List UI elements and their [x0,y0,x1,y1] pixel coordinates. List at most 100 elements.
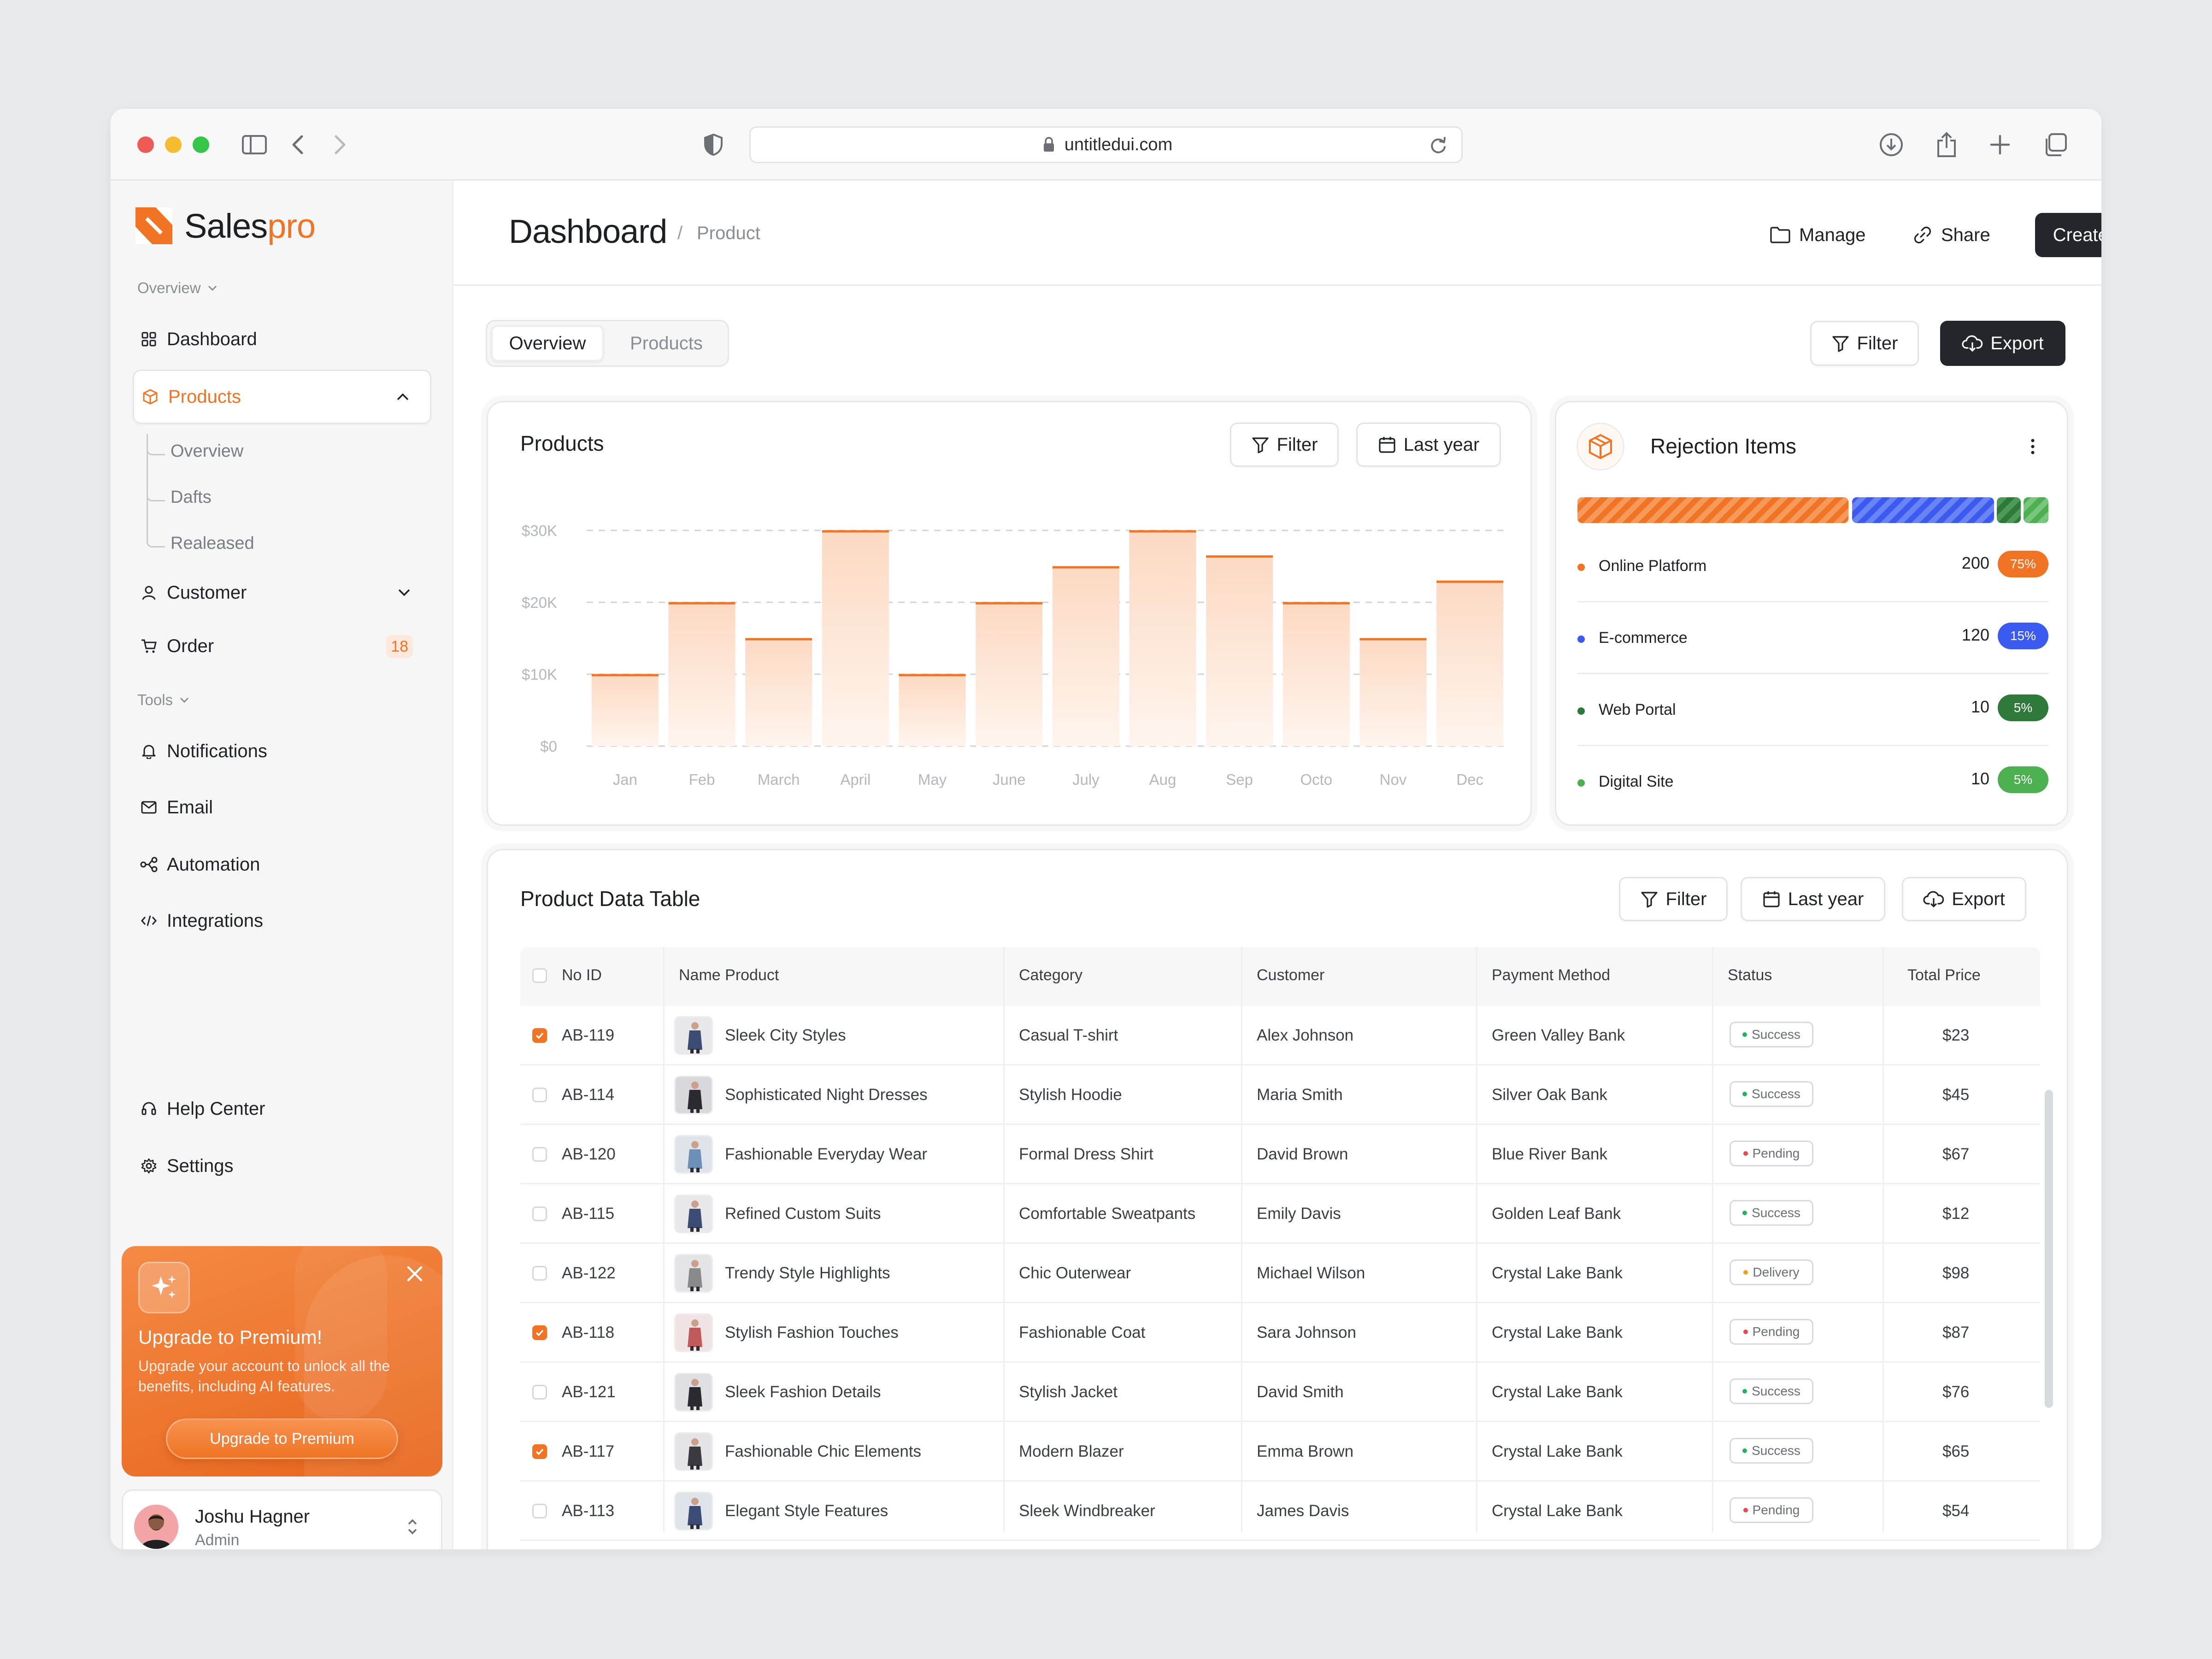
tab-products[interactable]: Products [630,333,703,353]
bar-feb[interactable] [668,602,735,746]
maximize-window-button[interactable] [193,136,209,153]
close-icon[interactable] [404,1263,426,1285]
user-profile-switcher[interactable]: Joshu Hagner Admin [122,1489,442,1549]
rejection-row-e-commerce: E-commerce 120 15% [1577,602,2048,674]
order-count-badge: 18 [386,635,413,658]
table-filter-button[interactable]: Filter [1619,877,1728,921]
column-header-payment[interactable]: Payment Method [1492,966,1611,984]
tools-section-toggle[interactable]: Tools [137,691,189,709]
status-badge: Success [1730,1200,1813,1226]
table-export-button[interactable]: Export [1902,877,2026,921]
row-checkbox[interactable] [532,1385,547,1400]
back-icon[interactable] [283,130,312,159]
x-tick-label: June [993,771,1026,788]
table-row[interactable]: AB-122 Trendy Style Highlights Chic Outerw… [520,1244,2040,1303]
sidebar-item-order[interactable]: Order 18 [133,624,431,668]
column-header-status[interactable]: Status [1728,966,1772,984]
table-row[interactable]: AB-120 Fashionable Everyday Wear Formal Dr… [520,1125,2040,1184]
row-checkbox[interactable] [532,1504,547,1518]
table-row[interactable]: AB-115 Refined Custom Suits Comfortable Sw… [520,1184,2040,1244]
bar-fill [976,602,1043,746]
products-bar-chart: Jan Feb March April May June July Aug Sep Octo Nov… [522,522,1508,788]
column-header-name[interactable]: Name Product [679,966,779,984]
sidebar-item-products[interactable]: Products [133,370,431,424]
sidebar-item-email[interactable]: Email [133,785,431,830]
sidebar-item-integrations[interactable]: Integrations [133,899,431,943]
bar-sep[interactable] [1206,555,1273,746]
create-task-button[interactable]: Create task [2035,213,2101,257]
subnav-realeased[interactable]: Realeased [171,534,254,553]
sidebar-item-label: Dashboard [167,329,257,349]
minimize-window-button[interactable] [165,136,182,153]
table-row[interactable]: AB-119 Sleek City Styles Casual T-shirt Ale… [520,1006,2040,1065]
share-button[interactable]: Share [1912,213,1990,257]
y-tick-label: $10K [522,666,557,683]
table-row[interactable]: AB-121 Sleek Fashion Details Stylish Jacke… [520,1363,2040,1422]
column-header-category[interactable]: Category [1019,966,1082,984]
rejection-row-online-platform: Online Platform 200 75% [1577,530,2048,602]
reload-icon[interactable] [1426,134,1450,158]
subnav-overview[interactable]: Overview [171,441,244,461]
table-date-range-button[interactable]: Last year [1741,877,1885,921]
bar-dec[interactable] [1436,580,1504,746]
column-header-price[interactable]: Total Price [1907,966,1981,984]
bar-april[interactable] [822,530,889,746]
row-checkbox[interactable] [532,1325,547,1340]
filter-button[interactable]: Filter [1810,321,1919,366]
breadcrumb-product[interactable]: Product [697,223,760,243]
mail-icon [138,797,159,818]
manage-button[interactable]: Manage [1770,213,1866,257]
sidebar-item-automation[interactable]: Automation [133,842,431,887]
chart-date-range-button[interactable]: Last year [1356,423,1501,467]
sidebar-item-dashboard[interactable]: Dashboard [133,317,431,361]
bar-nov[interactable] [1359,638,1427,746]
bar-aug[interactable] [1129,530,1196,746]
row-checkbox[interactable] [532,1147,547,1162]
sidebar-item-settings[interactable]: Settings [133,1144,431,1188]
tab-overview[interactable]: Overview [491,325,604,361]
bar-jan[interactable] [591,674,659,746]
sidebar-item-notifications[interactable]: Notifications [133,729,431,773]
table-scrollbar[interactable] [2045,1090,2053,1408]
sidebar-item-customer[interactable]: Customer [133,571,431,615]
row-checkbox[interactable] [532,1206,547,1221]
table-row[interactable]: AB-113 Elegant Style Features Sleek Windbr… [520,1482,2040,1541]
row-checkbox[interactable] [532,1028,547,1043]
bar-march[interactable] [745,638,812,746]
upgrade-button[interactable]: Upgrade to Premium [166,1418,398,1459]
row-checkbox[interactable] [532,1444,547,1459]
product-thumbnail [674,1373,713,1412]
sidebar-item-help-center[interactable]: Help Center [133,1087,431,1131]
shield-icon[interactable] [699,130,728,159]
export-button[interactable]: Export [1940,321,2065,366]
column-header-customer[interactable]: Customer [1257,966,1325,984]
download-icon[interactable] [1877,130,1906,159]
salespro-logo-icon [135,207,172,244]
chevron-down-icon [180,697,189,703]
table-row[interactable]: AB-117 Fashionable Chic Elements Modern Bl… [520,1422,2040,1482]
upgrade-promo-card: Upgrade to Premium! Upgrade your account… [122,1246,442,1477]
select-all-checkbox[interactable] [532,968,547,983]
chart-filter-button[interactable]: Filter [1230,423,1339,467]
status-dot [1742,1211,1747,1215]
tabs-overview-icon[interactable] [2041,130,2070,159]
sidebar-toggle-icon[interactable] [240,130,269,159]
row-checkbox[interactable] [532,1266,547,1281]
close-window-button[interactable] [137,136,154,153]
table-row[interactable]: AB-118 Stylish Fashion Touches Fashionable… [520,1303,2040,1363]
overview-section-toggle[interactable]: Overview [137,279,218,297]
column-header-id[interactable]: No ID [562,966,602,984]
bar-octo[interactable] [1282,602,1350,746]
brand-logo[interactable]: Salespro [133,204,316,248]
subnav-dafts[interactable]: Dafts [171,488,212,507]
bar-may[interactable] [899,674,966,746]
forward-icon[interactable] [325,130,355,159]
share-sheet-icon[interactable] [1932,130,1961,159]
bar-july[interactable] [1052,566,1119,746]
address-bar[interactable]: untitledui.com [749,126,1463,163]
row-checkbox[interactable] [532,1088,547,1102]
bar-june[interactable] [976,602,1043,746]
table-row[interactable]: AB-114 Sophisticated Night Dresses Stylish… [520,1065,2040,1125]
new-tab-icon[interactable] [1985,130,2015,159]
more-options-icon[interactable] [2024,437,2042,456]
